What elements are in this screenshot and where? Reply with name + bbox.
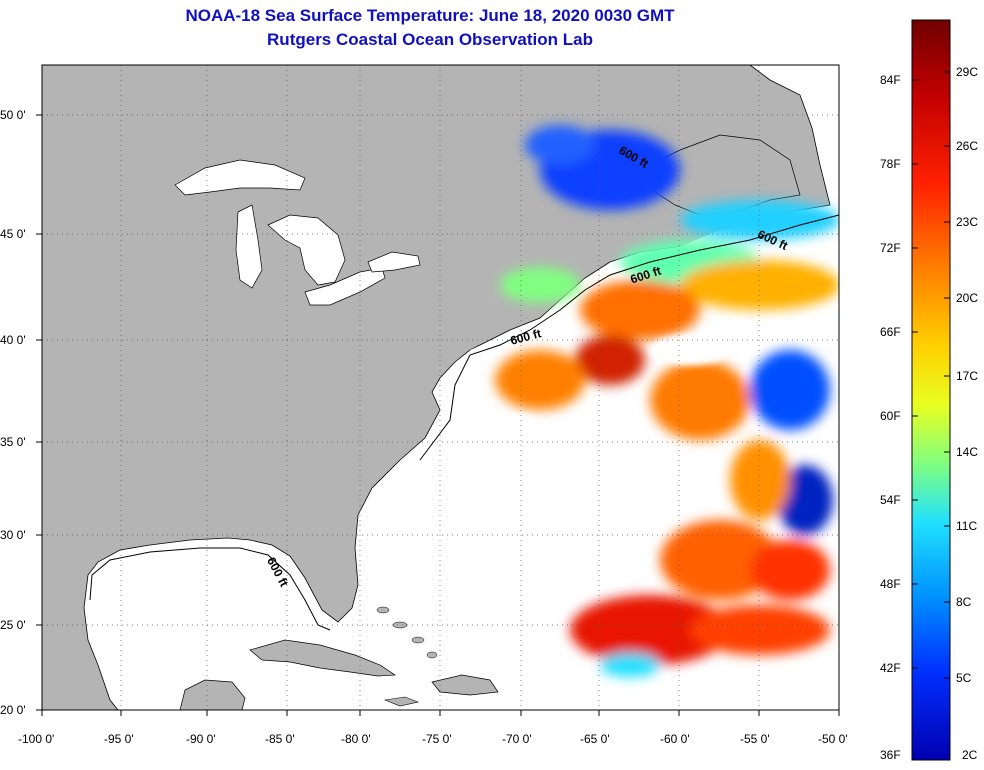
lon-label: -65 0': [580, 732, 610, 746]
lon-label: -100 0': [18, 732, 55, 746]
colorbar-f-label: 54F: [880, 493, 901, 507]
lat-label: 35 0': [0, 435, 26, 449]
lat-label: 45 0': [0, 227, 26, 241]
lat-label: 40 0': [0, 333, 26, 347]
lon-label: -55 0': [740, 732, 770, 746]
map-subtitle: Rutgers Coastal Ocean Observation Lab: [267, 30, 593, 49]
isobath-600ft: [89, 214, 839, 631]
lon-label: -75 0': [422, 732, 452, 746]
colorbar-f-label: 60F: [880, 409, 901, 423]
colorbar-c-label: 14C: [956, 445, 979, 459]
colorbar-f-label: 36F: [880, 748, 901, 762]
colorbar-c-label: 26C: [956, 139, 979, 153]
lon-label: -95 0': [104, 732, 134, 746]
colorbar-c-label: 29C: [956, 65, 979, 79]
lon-label: -70 0': [502, 732, 532, 746]
lat-label: 30 0': [0, 528, 26, 542]
lat-label: 50 0': [0, 108, 26, 122]
hispaniola: [431, 674, 499, 696]
lat-label: 20 0': [0, 703, 26, 717]
bahamas: [376, 606, 438, 659]
colorbar-f-label: 48F: [880, 577, 901, 591]
colorbar-c-label: 8C: [956, 595, 972, 609]
colorbar-f-label: 66F: [880, 325, 901, 339]
lon-label: -90 0': [186, 732, 216, 746]
map-title: NOAA-18 Sea Surface Temperature: June 18…: [185, 6, 675, 25]
lat-label: 25 0': [0, 618, 26, 632]
lon-label: -60 0': [660, 732, 690, 746]
colorbar: [911, 19, 951, 761]
colorbar-f-label: 78F: [880, 157, 901, 171]
yucatan: [179, 679, 246, 710]
axis-ticks: [36, 114, 840, 716]
colorbar-f-label: 42F: [880, 661, 901, 675]
jamaica: [383, 696, 420, 707]
colorbar-f-label: 84F: [880, 73, 901, 87]
colorbar-c-label: 23C: [956, 215, 979, 229]
lon-label: -80 0': [341, 732, 371, 746]
colorbar-f-label: 72F: [880, 241, 901, 255]
maritime-land: [639, 134, 801, 216]
colorbar-c-label: 11C: [956, 519, 978, 533]
sst-swath: [470, 125, 839, 690]
lon-label: -85 0': [265, 732, 295, 746]
cuba: [249, 639, 397, 677]
colorbar-c-label: 2C: [962, 748, 978, 762]
colorbar-c-label: 20C: [956, 291, 979, 305]
great-lakes: [174, 159, 421, 306]
colorbar-c-label: 17C: [956, 369, 979, 383]
colorbar-c-label: 5C: [956, 671, 972, 685]
lon-label: -50 0': [818, 732, 848, 746]
colorbar-ticks: [912, 71, 950, 679]
